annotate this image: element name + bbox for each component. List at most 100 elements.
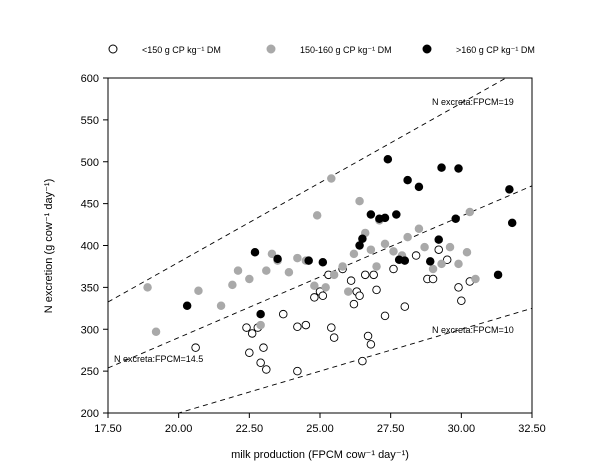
data-point-series-1 xyxy=(428,264,438,274)
y-axis-ticks: 200 250 300 350 400 450 500 550 600 xyxy=(81,73,108,420)
data-point-series-2 xyxy=(437,163,446,172)
data-point-series-0 xyxy=(389,264,398,274)
data-point-series-0 xyxy=(262,365,271,374)
data-point-series-0 xyxy=(346,276,356,285)
data-point-series-1 xyxy=(228,280,237,290)
data-point-series-0 xyxy=(380,311,390,321)
data-point-series-1 xyxy=(372,262,381,271)
x-axis-label: milk production (FPCM cow⁻¹ day⁻¹) xyxy=(231,449,409,461)
data-point-series-1 xyxy=(262,266,271,275)
ref-label-19: N excreta:FPCM=19 xyxy=(432,97,514,107)
data-point-series-2 xyxy=(256,309,265,319)
ref-label-14-5: N excreta:FPCM=14.5 xyxy=(114,354,203,364)
data-point-series-2 xyxy=(273,254,282,264)
data-point-series-2 xyxy=(403,175,412,185)
data-point-series-0 xyxy=(293,322,302,331)
data-point-series-2 xyxy=(366,210,376,219)
data-point-series-1 xyxy=(437,259,446,269)
data-point-series-2 xyxy=(505,185,514,194)
data-point-series-1 xyxy=(349,249,359,259)
reference-lines xyxy=(108,78,532,413)
data-point-series-1 xyxy=(216,301,226,311)
data-point-series-0 xyxy=(329,333,339,342)
legend-marker-open xyxy=(108,44,118,54)
y-tick-label: 550 xyxy=(81,115,99,127)
data-point-series-0 xyxy=(358,356,367,366)
y-tick-label: 500 xyxy=(81,157,99,169)
data-point-series-1 xyxy=(233,266,243,275)
data-point-series-1 xyxy=(344,287,353,296)
reference-line xyxy=(108,78,507,303)
data-point-series-2 xyxy=(380,213,390,223)
data-point-series-0 xyxy=(366,340,376,349)
data-point-series-0 xyxy=(457,296,466,306)
data-point-series-1 xyxy=(284,268,294,277)
data-point-series-0 xyxy=(279,309,288,319)
data-point-series-1 xyxy=(321,283,330,292)
data-point-series-0 xyxy=(301,320,311,330)
data-point-series-0 xyxy=(411,251,421,260)
x-tick-label: 32.50 xyxy=(518,423,546,435)
x-tick-label: 27.50 xyxy=(377,423,405,435)
reference-line-labels: N excreta:FPCM=19 N excreta:FPCM=14.5 N … xyxy=(114,97,514,364)
data-point-series-2 xyxy=(451,214,460,223)
data-point-series-0 xyxy=(318,291,328,301)
data-point-series-1 xyxy=(338,262,347,271)
data-point-series-2 xyxy=(318,258,328,267)
data-point-series-1 xyxy=(293,253,302,263)
data-point-series-1 xyxy=(380,239,390,249)
data-point-series-1 xyxy=(465,207,475,217)
data-point-series-2 xyxy=(414,182,424,192)
legend: <150 g CP kg⁻¹ DM 150-160 g CP kg⁻¹ DM >… xyxy=(108,44,535,55)
ref-label-10: N excreta:FPCM=10 xyxy=(432,325,514,335)
data-point-series-0 xyxy=(400,302,410,311)
data-point-series-0 xyxy=(369,270,378,280)
data-point-series-1 xyxy=(245,274,254,284)
data-point-series-2 xyxy=(250,247,260,257)
data-point-series-1 xyxy=(462,247,472,257)
data-point-series-2 xyxy=(304,256,313,265)
legend-label-open: <150 g CP kg⁻¹ DM xyxy=(142,45,221,55)
data-point-series-1 xyxy=(327,174,336,183)
data-point-series-0 xyxy=(363,331,373,341)
data-point-series-1 xyxy=(366,245,376,254)
data-point-series-0 xyxy=(259,343,268,352)
data-point-series-0 xyxy=(310,293,319,302)
legend-marker-filled xyxy=(422,44,432,54)
data-point-series-2 xyxy=(454,164,463,173)
data-point-series-1 xyxy=(310,281,319,290)
data-point-series-2 xyxy=(383,154,393,164)
y-tick-label: 600 xyxy=(81,73,99,85)
legend-label-grey: 150-160 g CP kg⁻¹ DM xyxy=(300,45,392,55)
data-point-series-1 xyxy=(312,211,322,220)
data-point-series-2 xyxy=(392,210,401,219)
data-point-series-0 xyxy=(256,358,265,368)
legend-label-filled: >160 g CP kg⁻¹ DM xyxy=(456,45,535,55)
data-point-series-0 xyxy=(242,323,251,332)
y-tick-label: 350 xyxy=(81,282,99,294)
x-tick-label: 30.00 xyxy=(448,423,476,435)
data-point-series-1 xyxy=(403,232,412,242)
data-point-series-0 xyxy=(355,291,364,301)
data-point-series-2 xyxy=(425,257,435,266)
reference-line xyxy=(108,185,532,369)
data-point-series-2 xyxy=(507,218,517,228)
data-point-series-1 xyxy=(256,320,265,330)
data-point-series-1 xyxy=(194,286,203,295)
y-tick-label: 200 xyxy=(81,408,99,420)
x-tick-label: 22.50 xyxy=(236,423,264,435)
data-point-series-1 xyxy=(267,249,277,259)
x-tick-label: 20.00 xyxy=(165,423,193,435)
data-point-series-1 xyxy=(143,283,152,292)
data-point-series-2 xyxy=(493,270,503,280)
data-point-series-1 xyxy=(389,247,398,256)
data-point-series-2 xyxy=(400,256,410,265)
data-point-series-0 xyxy=(454,283,463,292)
data-point-series-1 xyxy=(355,196,364,206)
data-point-series-1 xyxy=(420,242,429,252)
x-tick-label: 25.00 xyxy=(306,423,334,435)
y-tick-label: 400 xyxy=(81,241,99,253)
data-point-series-2 xyxy=(358,234,367,244)
data-points xyxy=(143,154,517,376)
data-point-series-2 xyxy=(182,301,192,311)
